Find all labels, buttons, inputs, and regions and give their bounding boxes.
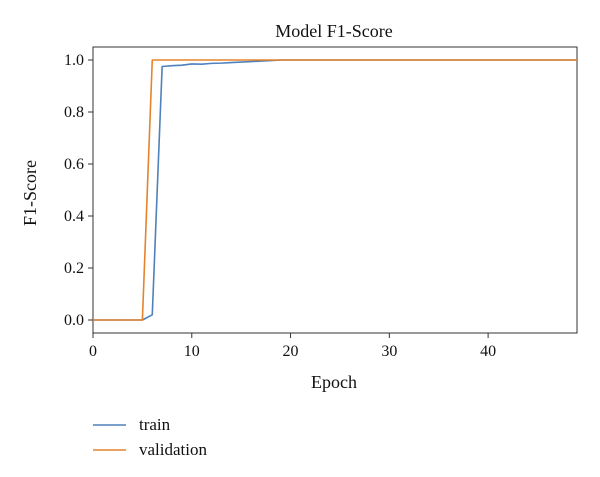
- legend-label-validation: validation: [139, 440, 207, 459]
- y-tick-label: 0.6: [64, 156, 84, 173]
- x-axis-label: Epoch: [311, 372, 357, 392]
- x-axis: 0 10 20 30 40: [89, 333, 496, 360]
- series-line-train: [93, 59, 577, 321]
- series-layer: [93, 59, 577, 321]
- y-tick-label: 0.8: [64, 104, 84, 121]
- y-tick-label: 0.2: [64, 260, 84, 277]
- y-tick-label: 0.4: [64, 208, 84, 225]
- x-tick-label: 20: [283, 343, 299, 360]
- y-axis-label: F1-Score: [20, 160, 40, 226]
- legend: train validation: [93, 415, 207, 459]
- plot-area: [92, 46, 578, 334]
- x-tick-label: 10: [184, 343, 200, 360]
- chart-title: Model F1-Score: [275, 21, 392, 41]
- legend-label-train: train: [139, 415, 171, 434]
- series-line-validation: [93, 59, 577, 321]
- y-axis: 0.0 0.2 0.4 0.6 0.8 1.0: [64, 52, 93, 329]
- y-tick-label: 1.0: [64, 52, 84, 69]
- y-tick-label: 0.0: [64, 312, 84, 329]
- x-tick-label: 30: [381, 343, 397, 360]
- x-tick-label: 40: [480, 343, 496, 360]
- x-tick-label: 0: [89, 343, 97, 360]
